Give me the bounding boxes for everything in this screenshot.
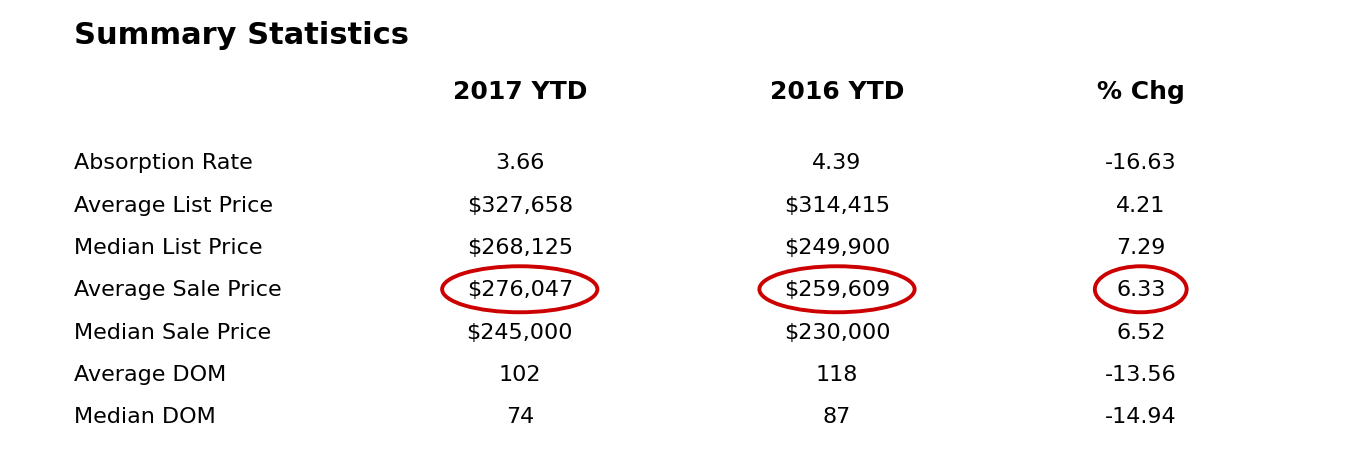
Text: -13.56: -13.56 (1104, 364, 1177, 384)
Text: 3.66: 3.66 (495, 153, 544, 173)
Text: Average List Price: Average List Price (74, 195, 273, 215)
Text: Average Sale Price: Average Sale Price (74, 280, 282, 300)
Text: Absorption Rate: Absorption Rate (74, 153, 252, 173)
Text: Median Sale Price: Median Sale Price (74, 322, 271, 342)
Text: $230,000: $230,000 (784, 322, 890, 342)
Text: Median DOM: Median DOM (74, 406, 216, 426)
Text: 87: 87 (824, 406, 850, 426)
Text: % Chg: % Chg (1096, 80, 1185, 104)
Text: $268,125: $268,125 (467, 237, 572, 257)
Text: Median List Price: Median List Price (74, 237, 263, 257)
Text: $249,900: $249,900 (784, 237, 890, 257)
Text: 6.52: 6.52 (1116, 322, 1165, 342)
Text: $314,415: $314,415 (784, 195, 890, 215)
Text: $327,658: $327,658 (467, 195, 572, 215)
Text: Summary Statistics: Summary Statistics (74, 21, 409, 50)
Text: $259,609: $259,609 (784, 280, 890, 300)
Text: 118: 118 (815, 364, 859, 384)
Text: Average DOM: Average DOM (74, 364, 227, 384)
Text: -14.94: -14.94 (1104, 406, 1177, 426)
Text: 74: 74 (506, 406, 533, 426)
Text: $276,047: $276,047 (467, 280, 572, 300)
Text: 6.33: 6.33 (1116, 280, 1165, 300)
Text: 2016 YTD: 2016 YTD (769, 80, 904, 104)
Text: 102: 102 (498, 364, 541, 384)
Text: -16.63: -16.63 (1104, 153, 1177, 173)
Text: 4.39: 4.39 (813, 153, 861, 173)
Text: 4.21: 4.21 (1116, 195, 1165, 215)
Text: 7.29: 7.29 (1116, 237, 1165, 257)
Text: 2017 YTD: 2017 YTD (452, 80, 587, 104)
Text: $245,000: $245,000 (467, 322, 572, 342)
